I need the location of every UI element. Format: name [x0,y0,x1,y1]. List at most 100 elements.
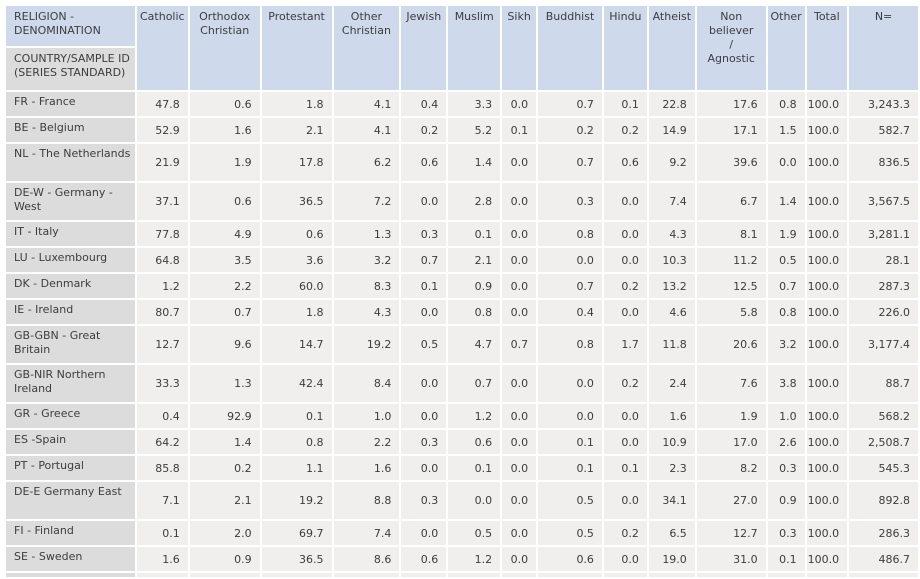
cell-value: 1.2 [448,404,501,428]
row-label: GR - Greece [6,404,135,428]
cell-value: 36.5 [261,547,332,571]
cell-value: 1.3 [189,365,260,402]
cell-value: 3,281.1 [849,222,918,246]
cell-value [767,573,805,577]
cell-value: 13.2 [648,274,695,298]
cell-value: 0.0 [603,300,647,324]
cell-value: 0.6 [538,547,602,571]
cell-value: 582.7 [849,118,918,142]
cell-value: 0.2 [401,118,447,142]
cell-value: 11.8 [648,326,695,363]
cell-value [448,573,501,577]
cell-value: 0.1 [136,521,188,545]
cell-value [261,573,332,577]
cell-value: 7.4 [333,521,400,545]
table-row: GR - Greece 0.4 92.9 0.1 1.0 0.0 1.2 0.0 0.0 0.0 1… [6,404,918,428]
cell-value: 0.0 [401,521,447,545]
table-row: LU - Luxembourg 64.8 3.5 3.6 3.2 0.7 2.1 0.0 0.0… [6,248,918,272]
column-header-orthodox-christian: Orthodox Christian [189,6,260,90]
cell-value: 34.1 [648,482,695,519]
cell-value: 0.5 [448,521,501,545]
cell-value: 17.0 [696,430,766,454]
cell-value: 0.0 [502,547,537,571]
cell-value: 31.0 [696,547,766,571]
cell-value: 9.2 [648,144,695,181]
cell-value: 36.5 [261,183,332,220]
cell-value: 2.2 [189,274,260,298]
cell-value: 1.5 [767,118,805,142]
cell-value: 8.8 [333,482,400,519]
cell-value: 1.9 [189,144,260,181]
cell-value: 2.4 [648,365,695,402]
cell-value: 4.3 [648,222,695,246]
cell-value: 37.1 [136,183,188,220]
table-row: FR - France 47.8 0.6 1.8 4.1 0.4 3.3 0.0 0.7 0.1 2… [6,92,918,116]
cell-value: 64.2 [136,430,188,454]
column-header-n: N= [849,6,918,90]
cell-value: 60.0 [261,274,332,298]
cell-value: 0.7 [448,365,501,402]
cell-value: 12.7 [696,521,766,545]
cell-value: 0.0 [603,222,647,246]
table-row: GB-NIR Northern Ireland 33.3 1.3 42.4 8.4 0.0… [6,365,918,402]
cell-value: 0.5 [767,248,805,272]
column-header-catholic: Catholic [136,6,188,90]
cell-value: 12.7 [136,326,188,363]
column-header-protestant: Protestant [261,6,332,90]
row-label: DE-E Germany East [6,482,135,519]
cell-value: 0.3 [401,222,447,246]
cell-value: 2.3 [648,456,695,480]
cell-value: 0.3 [767,456,805,480]
cell-value: 1.2 [448,547,501,571]
cell-value: 8.4 [333,365,400,402]
cell-value: 7.1 [136,482,188,519]
cell-value: 0.6 [261,222,332,246]
cell-value: 1.6 [189,118,260,142]
cell-value: 0.0 [401,456,447,480]
cell-value: 77.8 [136,222,188,246]
cell-value: 0.1 [603,92,647,116]
cell-value: 2.8 [448,183,501,220]
cell-value: 100.0 [806,183,848,220]
cell-value: 0.6 [189,92,260,116]
cell-value: 64.8 [136,248,188,272]
cell-value: 17.1 [696,118,766,142]
cell-value: 287.3 [849,274,918,298]
cell-value: 8.1 [696,222,766,246]
cell-value: 8.2 [696,456,766,480]
cell-value: 0.2 [603,118,647,142]
cell-value: 0.0 [502,521,537,545]
cell-value: 0.7 [767,274,805,298]
cell-value: 2.1 [189,482,260,519]
cell-value: 0.0 [603,248,647,272]
cell-value: 0.0 [448,482,501,519]
column-header-non-believer-agnostic: Non believer / Agnostic [696,6,766,90]
cell-value: 1.4 [767,183,805,220]
table-row: SE - Sweden 1.6 0.9 36.5 8.6 0.6 1.2 0.0 0.6 0.0 1… [6,547,918,571]
cell-value: 545.3 [849,456,918,480]
cell-value: 7.6 [696,365,766,402]
row-label: LU - Luxembourg [6,248,135,272]
cell-value: 100.0 [806,248,848,272]
cell-value: 100.0 [806,404,848,428]
cell-value: 1.0 [767,404,805,428]
cell-value: 0.9 [189,547,260,571]
cell-value: 33.3 [136,365,188,402]
cell-value: 0.7 [502,326,537,363]
cell-value: 0.0 [502,144,537,181]
table-row: DE-W - Germany - West 37.1 0.6 36.5 7.2 0.0 2.… [6,183,918,220]
cell-value: 0.7 [538,144,602,181]
cell-value [849,573,918,577]
cell-value: 0.0 [603,404,647,428]
column-header-hindu: Hindu [603,6,647,90]
cell-value: 0.0 [401,365,447,402]
cell-value: 1.9 [767,222,805,246]
cell-value: 39.6 [696,144,766,181]
table-row: PT - Portugal 85.8 0.2 1.1 1.6 0.0 0.1 0.0 0.1 0.… [6,456,918,480]
cell-value: 100.0 [806,300,848,324]
cell-value: 0.7 [538,92,602,116]
cell-value: 69.7 [261,521,332,545]
cell-value: 3.6 [261,248,332,272]
row-label: IT - Italy [6,222,135,246]
